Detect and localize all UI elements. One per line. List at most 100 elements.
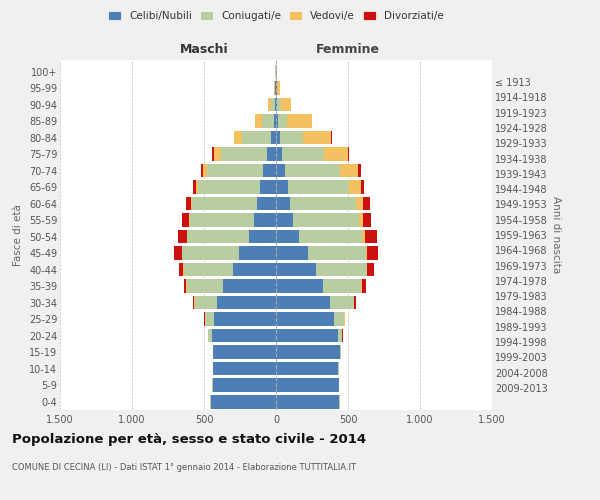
Bar [334, 312, 344, 326]
Bar [274, 82, 275, 95]
Bar [174, 246, 182, 260]
Bar [233, 263, 276, 276]
Bar [276, 312, 334, 326]
Bar [212, 346, 214, 359]
Bar [214, 312, 276, 326]
Bar [184, 263, 233, 276]
Bar [276, 230, 299, 243]
Bar [276, 378, 338, 392]
Bar [344, 312, 345, 326]
Bar [255, 114, 262, 128]
Bar [214, 148, 221, 161]
Bar [290, 197, 356, 210]
Bar [349, 180, 361, 194]
Bar [263, 164, 276, 177]
Bar [365, 230, 377, 243]
Bar [358, 164, 361, 177]
Bar [194, 296, 217, 310]
Bar [233, 131, 234, 144]
Bar [276, 346, 340, 359]
Bar [283, 148, 323, 161]
Bar [280, 131, 303, 144]
Bar [271, 131, 276, 144]
Bar [330, 296, 354, 310]
Bar [276, 395, 340, 408]
Bar [276, 180, 287, 194]
Bar [276, 214, 293, 227]
Bar [276, 329, 338, 342]
Bar [323, 148, 348, 161]
Bar [276, 148, 283, 161]
Bar [196, 180, 198, 194]
Bar [254, 214, 276, 227]
Bar [275, 98, 276, 112]
Bar [367, 246, 377, 260]
Text: Popolazione per età, sesso e stato civile - 2014: Popolazione per età, sesso e stato civil… [12, 432, 366, 446]
Text: COMUNE DI CECINA (LI) - Dati ISTAT 1° gennaio 2014 - Elaborazione TUTTITALIA.IT: COMUNE DI CECINA (LI) - Dati ISTAT 1° ge… [12, 463, 356, 472]
Bar [198, 180, 260, 194]
Bar [277, 82, 280, 95]
Bar [257, 197, 276, 210]
Bar [268, 98, 271, 112]
Bar [362, 230, 365, 243]
Bar [242, 131, 271, 144]
Bar [193, 197, 257, 210]
Bar [323, 280, 361, 293]
Bar [278, 114, 287, 128]
Bar [250, 230, 276, 243]
Bar [362, 280, 366, 293]
Bar [214, 362, 276, 376]
Bar [356, 197, 363, 210]
Bar [276, 197, 290, 210]
Bar [303, 131, 331, 144]
Bar [187, 230, 250, 243]
Bar [276, 362, 338, 376]
Bar [281, 98, 290, 112]
Bar [361, 180, 364, 194]
Bar [293, 214, 359, 227]
Bar [207, 164, 263, 177]
Bar [331, 131, 332, 144]
Bar [354, 296, 356, 310]
Bar [277, 98, 281, 112]
Bar [190, 214, 254, 227]
Bar [338, 378, 340, 392]
Bar [212, 378, 276, 392]
Bar [239, 246, 276, 260]
Bar [366, 246, 367, 260]
Text: Femmine: Femmine [316, 43, 380, 56]
Bar [363, 214, 371, 227]
Bar [271, 98, 275, 112]
Bar [203, 164, 207, 177]
Bar [348, 148, 349, 161]
Bar [340, 346, 341, 359]
Bar [276, 246, 308, 260]
Bar [185, 197, 191, 210]
Bar [187, 280, 223, 293]
Bar [268, 148, 276, 161]
Legend: Celibi/Nubili, Coniugati/e, Vedovi/e, Divorziati/e: Celibi/Nubili, Coniugati/e, Vedovi/e, Di… [105, 8, 447, 24]
Bar [311, 114, 312, 128]
Bar [287, 114, 311, 128]
Bar [338, 329, 342, 342]
Bar [217, 296, 276, 310]
Bar [178, 230, 187, 243]
Bar [191, 197, 193, 210]
Bar [182, 214, 189, 227]
Y-axis label: Anni di nascita: Anni di nascita [551, 196, 562, 274]
Bar [276, 164, 286, 177]
Bar [223, 280, 276, 293]
Bar [276, 114, 278, 128]
Bar [299, 230, 362, 243]
Bar [276, 98, 277, 112]
Bar [340, 164, 358, 177]
Bar [274, 114, 276, 128]
Bar [260, 180, 276, 194]
Bar [262, 114, 274, 128]
Bar [182, 246, 239, 260]
Bar [214, 346, 276, 359]
Bar [363, 197, 370, 210]
Bar [367, 263, 374, 276]
Bar [234, 131, 242, 144]
Bar [193, 180, 196, 194]
